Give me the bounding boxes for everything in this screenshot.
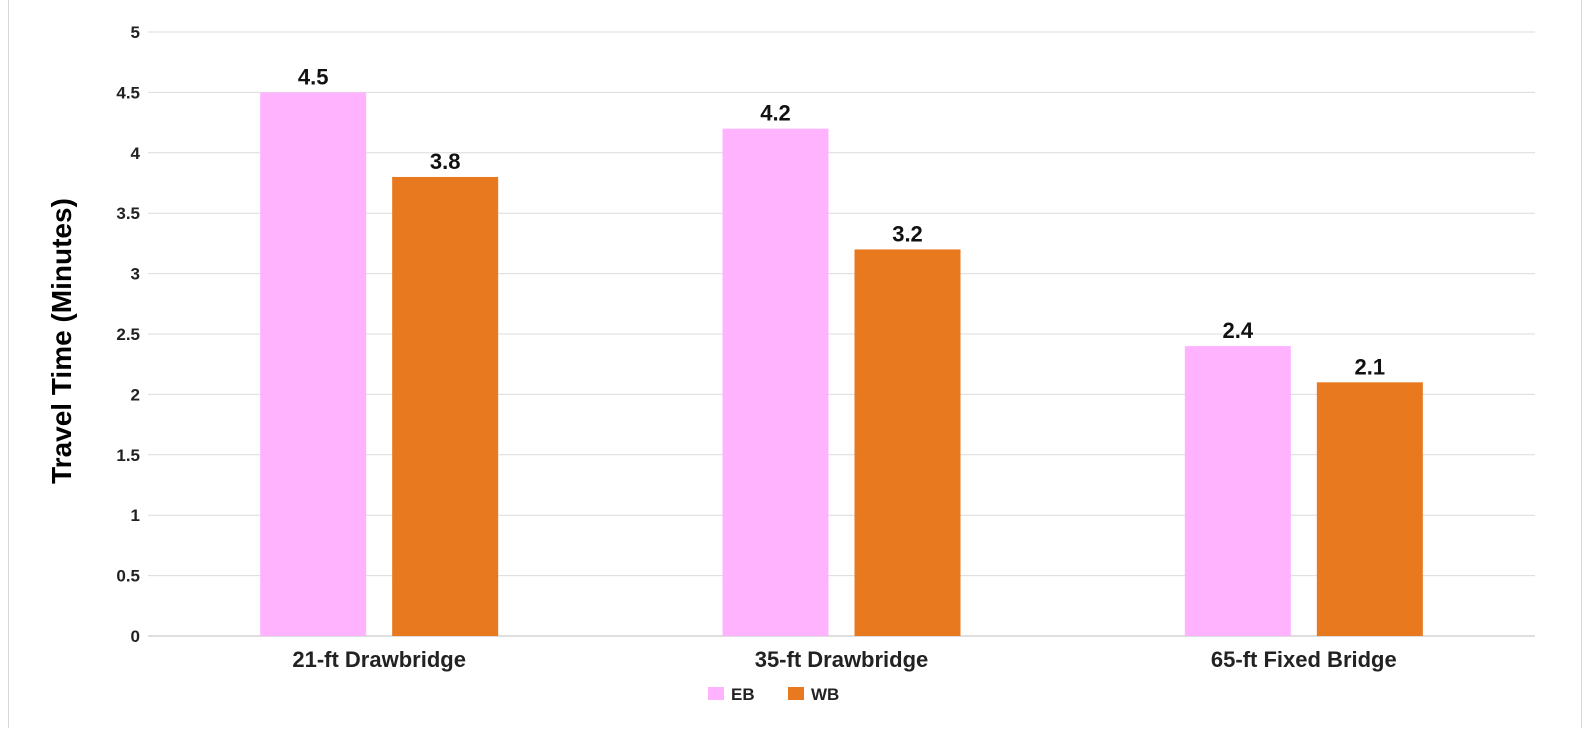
data-labels: 4.5 3.8 4.2 3.2 2.4 2.1	[298, 64, 1385, 379]
bar-eb-3	[1184, 346, 1291, 636]
y-tick-label: 1.5	[116, 446, 140, 465]
bar-eb-1	[260, 92, 367, 636]
y-tick-label: 0	[131, 627, 140, 646]
gridlines	[148, 31, 1535, 637]
x-axis-categories: 21-ft Drawbridge 35-ft Drawbridge 65-ft Fi…	[292, 647, 1396, 672]
y-tick-label: 2	[131, 385, 140, 404]
chart-frame	[8, 0, 1582, 728]
legend-swatch-eb	[708, 687, 724, 700]
legend-label-eb: EB	[731, 685, 755, 704]
legend: EB WB	[708, 685, 839, 704]
y-tick-label: 0.5	[116, 567, 140, 586]
data-label: 3.2	[892, 221, 923, 246]
data-label: 4.2	[760, 101, 791, 126]
y-tick-label: 4.5	[116, 83, 140, 102]
y-tick-label: 3	[131, 265, 140, 284]
x-category-label: 65-ft Fixed Bridge	[1211, 647, 1397, 672]
y-tick-label: 3.5	[116, 204, 140, 223]
data-label: 2.1	[1355, 354, 1386, 379]
y-tick-label: 1	[131, 506, 140, 525]
data-label: 4.5	[298, 64, 329, 89]
data-label: 3.8	[430, 149, 461, 174]
x-category-label: 35-ft Drawbridge	[755, 647, 929, 672]
y-tick-label: 4	[131, 144, 141, 163]
data-label: 2.4	[1223, 318, 1254, 343]
bar-wb-2	[854, 249, 961, 636]
y-axis-ticks: 0 0.5 1 1.5 2 2.5 3 3.5 4 4.5 5	[116, 23, 140, 646]
bars	[260, 92, 1423, 636]
bar-wb-1	[392, 176, 499, 636]
bar-wb-3	[1316, 382, 1423, 636]
legend-label-wb: WB	[811, 685, 839, 704]
x-category-label: 21-ft Drawbridge	[292, 647, 466, 672]
y-tick-label: 5	[131, 23, 140, 42]
y-tick-label: 2.5	[116, 325, 140, 344]
bar-eb-2	[722, 128, 829, 636]
legend-swatch-wb	[788, 687, 804, 700]
y-axis-label: Travel Time (Minutes)	[46, 198, 77, 484]
